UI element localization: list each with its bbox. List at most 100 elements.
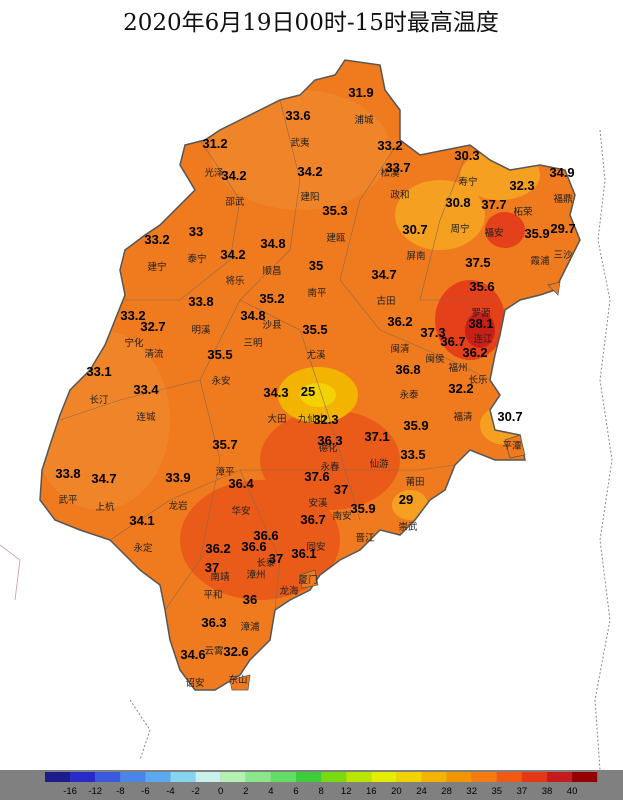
temperature-label: 29.7 [550,221,575,236]
county-borders [59,99,500,611]
field-region [300,383,336,407]
place-name: 福清 [453,411,473,423]
place-name: 霞浦 [530,255,550,267]
place-name: 周宁 [450,223,469,235]
place-name: 顺昌 [262,266,281,277]
temperature-label: 33.1 [86,364,111,379]
temperature-label: 36.7 [440,334,465,349]
place-name: 邵武 [225,196,245,208]
legend-swatch [421,772,447,782]
legend-swatch [70,772,96,782]
legend-tick-label: 24 [416,786,427,797]
legend-tick-label: -16 [63,786,77,797]
temperature-label: 35.2 [259,291,284,306]
temperature-label: 33 [189,224,203,239]
legend-swatch [471,772,497,782]
legend-tick-label: -12 [88,786,102,797]
place-name: 漳平 [215,466,235,478]
place-name: 东山 [228,674,247,686]
legend-tick-label: 37 [517,786,528,797]
place-name: 永春 [320,461,340,473]
place-name: 政和 [390,189,409,201]
place-name: 云霄 [204,646,223,657]
temperature-label: 38.1 [468,316,493,331]
field-region [210,90,390,210]
temperature-label: 36.3 [317,433,342,448]
temperature-label: 32.2 [448,381,473,396]
legend-tick-label: 8 [318,786,323,797]
place-name: 松溪 [380,167,400,179]
place-name: 厦门 [298,574,317,586]
legend-tick-label: 28 [441,786,452,797]
field-region [180,480,340,600]
place-name: 龙海 [279,585,299,597]
place-name: 闽清 [390,343,410,355]
temperature-label: 36.4 [228,476,254,491]
place-name: 永安 [211,375,230,387]
temperature-label: 36.6 [253,528,278,543]
place-name: 福鼎 [553,193,572,205]
temperature-label: 37.6 [304,469,329,484]
temperature-label: 33.5 [400,447,425,462]
temperature-label: 30.8 [445,195,470,210]
legend-swatch [145,772,171,782]
place-name: 光泽 [204,167,224,179]
legend-swatch [195,772,221,782]
field-region [485,212,525,248]
place-name: 清流 [144,348,164,360]
place-name: 崇武 [398,521,418,533]
temperature-label: 36.7 [300,512,325,527]
temperature-label: 25 [301,384,315,399]
temperature-label: 29 [399,492,413,507]
temperature-label: 35.9 [403,418,428,433]
place-name: 建瓯 [326,232,346,244]
temperature-label: 31.2 [202,136,227,151]
legend-swatch [321,772,347,782]
place-name: 柘荣 [513,206,533,218]
legend-swatch [296,772,322,782]
place-name: 仙游 [369,458,389,470]
temperature-label: 34.7 [371,267,396,282]
place-name: 长汀 [89,394,109,406]
islands [229,281,561,691]
legend-swatch [496,772,522,782]
temperature-label: 30.3 [454,148,479,163]
place-name: 泰宁 [187,253,206,265]
legend-swatch [572,772,598,782]
temperature-label: 37.3 [420,325,445,340]
place-name: 上杭 [95,501,115,513]
place-name: 九仙山 [298,413,327,425]
place-name: 南靖 [210,571,230,583]
place-name: 罗源 [471,308,491,319]
temperature-label: 37.1 [364,429,389,444]
legend-tick-label: 0 [218,786,223,797]
legend-swatch [521,772,547,782]
legend-tick-label: 12 [341,786,352,797]
place-name: 武夷 [290,137,310,149]
place-name: 诏安 [185,677,204,689]
temperature-label: 32.3 [313,412,338,427]
place-name: 南平 [307,287,327,299]
legend-tick-label: 16 [366,786,377,797]
legend-tick-label: -4 [166,786,174,797]
temperature-label: 36 [243,592,257,607]
legend-swatch [396,772,422,782]
temperature-label: 37.7 [481,197,506,212]
temperature-label: 34.2 [221,168,246,183]
field-region [465,312,495,348]
field-region [260,410,400,510]
legend-swatch [371,772,397,782]
temperature-label: 34.8 [240,308,265,323]
place-name: 明溪 [191,324,211,336]
place-name: 大田 [267,413,286,425]
place-name: 永定 [133,542,153,554]
legend-tick-label: 38 [542,786,553,797]
temperature-label: 36.8 [395,362,420,377]
legend-swatch [270,772,296,782]
temperature-label: 37 [205,560,219,575]
legend-tick-label: -8 [116,786,124,797]
temperature-label: 33.2 [144,232,169,247]
temperature-label: 36.2 [462,345,487,360]
temperature-label: 37.5 [465,255,490,270]
